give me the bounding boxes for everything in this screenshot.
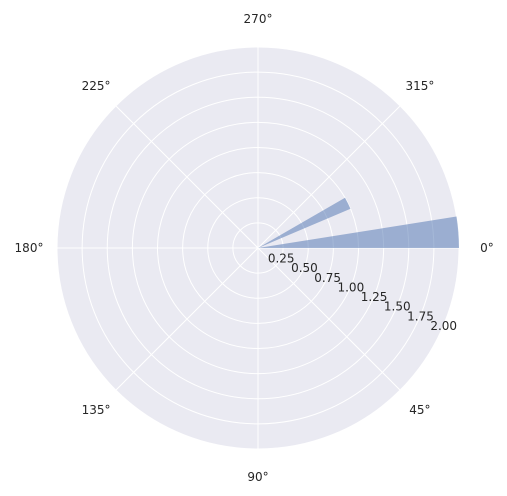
radial-tick-label: 1.25 [361,290,388,304]
angular-gridline [115,105,259,249]
radial-tick-label: 2.00 [430,319,457,333]
bar [258,197,351,248]
angle-tick-label: 90° [247,470,268,484]
angle-tick-label: 315° [405,79,434,93]
angle-tick-label: 45° [409,403,430,417]
angular-gridline [257,105,401,249]
bars [258,197,459,248]
angular-gridline [115,247,259,391]
angle-tick-label: 135° [82,403,111,417]
radial-tick-label: 1.00 [337,280,364,294]
angle-tick-label: 180° [15,241,44,255]
angle-tick-labels: 0° 45° 90° 135° 180° 225° 270° 315° [15,12,494,484]
radial-tick-label: 1.50 [384,300,411,314]
angle-tick-label: 225° [82,79,111,93]
radial-tick-label: 0.75 [314,271,341,285]
radial-tick-label: 0.50 [291,261,318,275]
angle-tick-label: 270° [244,12,273,26]
angle-tick-label: 0° [480,241,494,255]
bar [258,216,459,248]
angular-gridline [257,247,401,391]
radial-tick-label: 1.75 [407,309,434,323]
radial-tick-label: 0.25 [268,252,295,266]
radial-tick-labels: 0.250.500.751.001.251.501.752.00 [268,252,457,333]
